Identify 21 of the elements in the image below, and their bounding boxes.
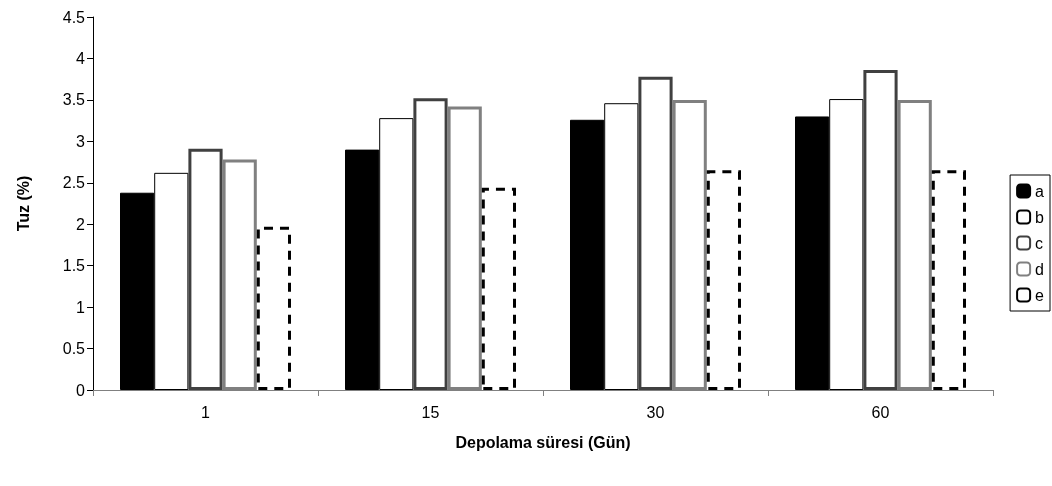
legend-label: b — [1035, 208, 1045, 226]
y-tick-label: 4.5 — [62, 8, 86, 26]
legend-label: a — [1035, 182, 1045, 200]
legend-label: e — [1035, 286, 1045, 304]
y-axis-title: Tuz (%) — [14, 175, 32, 232]
legend-label: d — [1035, 260, 1045, 278]
x-axis-title: Depolama süresi (Gün) — [455, 433, 631, 451]
legend-label: c — [1035, 234, 1044, 252]
y-tick-label: 2.5 — [62, 174, 86, 192]
x-tick-label: 15 — [421, 403, 440, 421]
x-tick-label: 1 — [201, 403, 211, 421]
y-tick-label: 1 — [76, 298, 86, 316]
y-tick-label: 1.5 — [62, 257, 86, 275]
x-tick-label: 60 — [871, 403, 890, 421]
y-tick-label: 3 — [76, 132, 86, 150]
x-tick-label: 30 — [646, 403, 665, 421]
y-tick-label: 2 — [76, 215, 86, 233]
y-tick-label: 0.5 — [62, 340, 86, 358]
y-tick-label: 4 — [76, 49, 86, 67]
y-tick-label: 3.5 — [62, 91, 86, 109]
y-tick-label: 0 — [76, 381, 86, 399]
